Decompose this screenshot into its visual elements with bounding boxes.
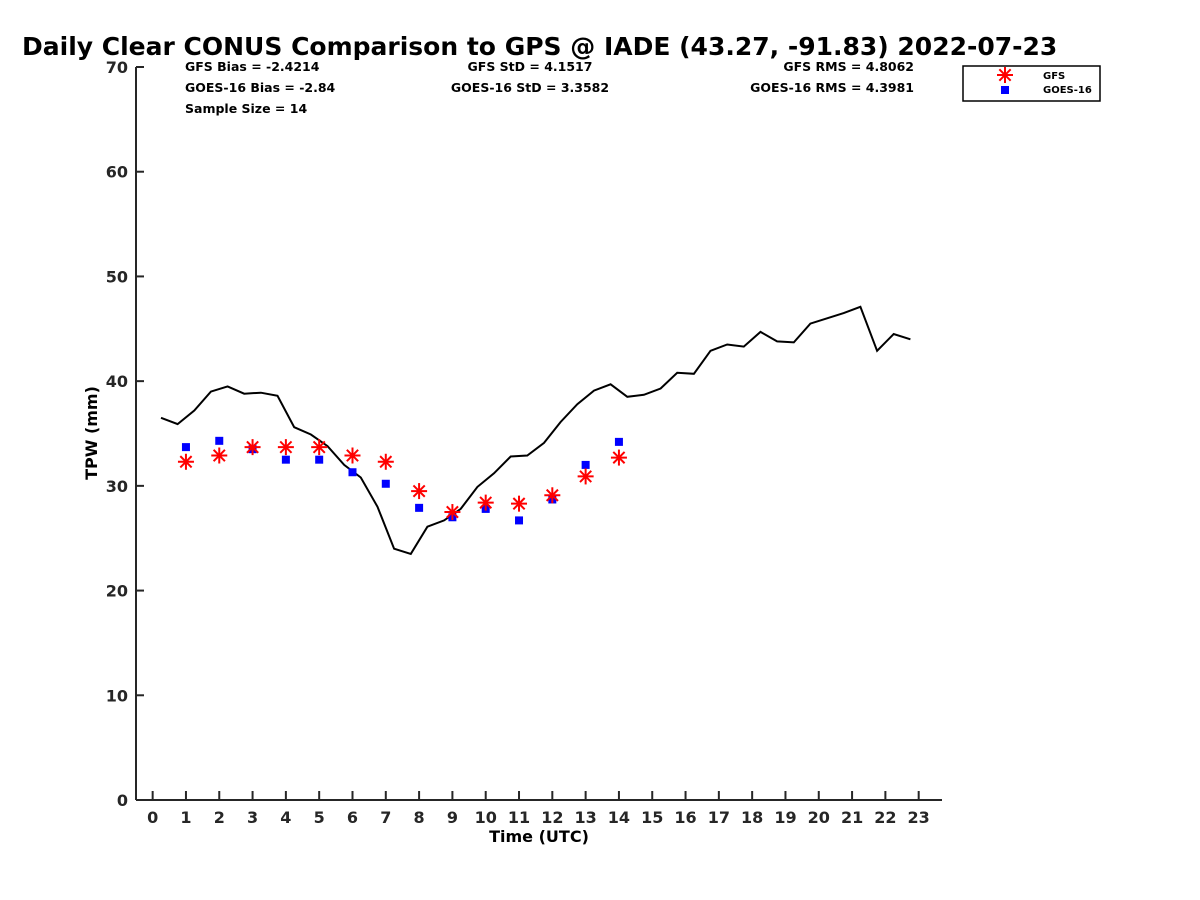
goes-bias-stat: GOES-16 Bias = -2.84 bbox=[185, 80, 336, 95]
stats-block: GFS Bias = -2.4214 GOES-16 Bias = -2.84 … bbox=[185, 59, 914, 116]
gfs-point bbox=[610, 449, 627, 466]
goes-point bbox=[581, 460, 590, 469]
x-tick-label: 11 bbox=[508, 808, 530, 827]
legend-goes-label: GOES-16 bbox=[1043, 85, 1092, 96]
goes-std-stat: GOES-16 StD = 3.3582 bbox=[451, 80, 609, 95]
gfs-bias-stat: GFS Bias = -2.4214 bbox=[185, 59, 320, 74]
gps-series bbox=[160, 305, 911, 556]
y-tick-label: 60 bbox=[106, 163, 128, 182]
x-ticks: 0 1 2 3 4 5 6 7 8 9 10 11 12 13 14 15 16 17 18 19 20 21 22 23 bbox=[147, 791, 930, 827]
legend: GFS GOES-16 bbox=[962, 65, 1101, 102]
goes-series bbox=[181, 436, 623, 525]
x-tick-label: 6 bbox=[347, 808, 358, 827]
x-tick-label: 2 bbox=[214, 808, 225, 827]
gfs-point bbox=[244, 439, 261, 456]
x-tick-label: 16 bbox=[674, 808, 696, 827]
goes-point bbox=[281, 455, 290, 464]
x-tick-label: 23 bbox=[908, 808, 930, 827]
y-axis-label: TPW (mm) bbox=[82, 386, 101, 480]
x-tick-label: 19 bbox=[774, 808, 796, 827]
legend-goes-marker bbox=[1001, 86, 1009, 94]
x-tick-label: 21 bbox=[841, 808, 863, 827]
y-ticks: 0 10 20 30 40 50 60 70 bbox=[106, 58, 144, 810]
x-tick-label: 3 bbox=[247, 808, 258, 827]
x-tick-label: 22 bbox=[874, 808, 896, 827]
legend-gfs-label: GFS bbox=[1043, 71, 1065, 82]
gfs-point bbox=[444, 504, 461, 521]
gfs-series bbox=[177, 439, 627, 521]
x-tick-label: 1 bbox=[180, 808, 191, 827]
goes-point bbox=[381, 479, 390, 488]
gfs-point bbox=[311, 439, 328, 456]
x-tick-label: 17 bbox=[708, 808, 730, 827]
goes-point bbox=[181, 443, 190, 452]
gfs-point bbox=[411, 483, 428, 500]
y-tick-label: 10 bbox=[106, 686, 128, 705]
gfs-point bbox=[544, 487, 561, 504]
goes-point bbox=[315, 455, 324, 464]
x-tick-label: 5 bbox=[314, 808, 325, 827]
x-tick-label: 15 bbox=[641, 808, 663, 827]
legend-goes-square bbox=[1001, 86, 1009, 94]
gfs-point bbox=[344, 447, 361, 464]
gfs-point bbox=[577, 468, 594, 485]
x-tick-label: 4 bbox=[280, 808, 291, 827]
gfs-std-stat: GFS StD = 4.1517 bbox=[468, 59, 593, 74]
y-tick-label: 40 bbox=[106, 372, 128, 391]
chart-title: Daily Clear CONUS Comparison to GPS @ IA… bbox=[22, 32, 1057, 61]
x-tick-label: 14 bbox=[608, 808, 630, 827]
axes bbox=[135, 67, 942, 801]
x-tick-label: 7 bbox=[380, 808, 391, 827]
y-tick-label: 50 bbox=[106, 267, 128, 286]
y-tick-label: 20 bbox=[106, 582, 128, 601]
goes-point bbox=[348, 468, 357, 477]
gfs-point bbox=[277, 439, 294, 456]
goes-point bbox=[614, 437, 623, 446]
gfs-rms-stat: GFS RMS = 4.8062 bbox=[783, 59, 914, 74]
gfs-point bbox=[211, 447, 228, 464]
sample-size-stat: Sample Size = 14 bbox=[185, 101, 307, 116]
y-tick-label: 0 bbox=[117, 791, 128, 810]
x-tick-label: 20 bbox=[808, 808, 830, 827]
gps-line bbox=[160, 305, 911, 556]
goes-point bbox=[515, 516, 524, 525]
goes-point bbox=[415, 503, 424, 512]
x-tick-label: 8 bbox=[414, 808, 425, 827]
x-tick-label: 0 bbox=[147, 808, 158, 827]
legend-box bbox=[962, 65, 1101, 102]
gfs-point bbox=[511, 495, 528, 512]
y-tick-label: 70 bbox=[106, 58, 128, 77]
goes-rms-stat: GOES-16 RMS = 4.3981 bbox=[750, 80, 914, 95]
legend-gfs-asterisk bbox=[997, 67, 1013, 83]
x-tick-label: 12 bbox=[541, 808, 563, 827]
gfs-point bbox=[377, 453, 394, 470]
y-tick-label: 30 bbox=[106, 477, 128, 496]
x-tick-label: 13 bbox=[574, 808, 596, 827]
goes-point bbox=[215, 436, 224, 445]
x-tick-label: 9 bbox=[447, 808, 458, 827]
gfs-point bbox=[477, 494, 494, 511]
legend-gfs-marker bbox=[997, 67, 1013, 83]
gfs-point bbox=[177, 453, 194, 470]
x-tick-label: 10 bbox=[475, 808, 497, 827]
x-axis-label: Time (UTC) bbox=[489, 827, 589, 846]
x-tick-label: 18 bbox=[741, 808, 763, 827]
